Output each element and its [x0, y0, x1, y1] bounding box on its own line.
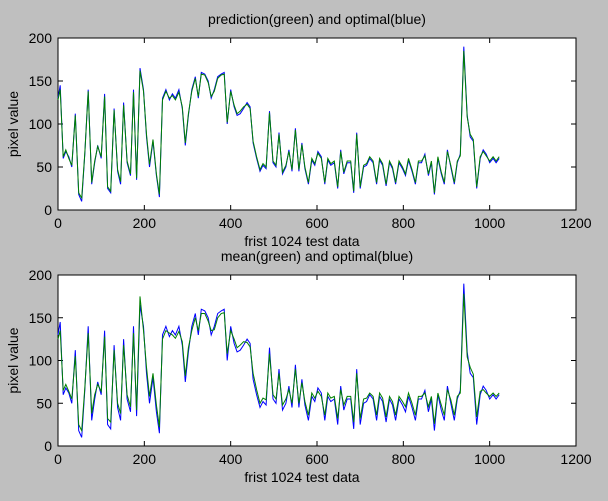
x-axis-label: frist 1024 test data: [244, 469, 359, 485]
series-line-green: [57, 50, 500, 200]
x-tick-label: 800: [392, 215, 416, 231]
x-tick-label: 0: [54, 215, 62, 231]
y-tick-label: 0: [44, 438, 52, 454]
x-tick-label: 600: [305, 451, 329, 467]
y-tick-label: 200: [29, 30, 53, 46]
x-tick-label: 1200: [560, 215, 591, 231]
plot-area: [57, 274, 577, 447]
y-tick-label: 0: [44, 202, 52, 218]
x-tick-label: 600: [305, 215, 329, 231]
y-tick-label: 150: [29, 310, 53, 326]
x-tick-label: 1200: [560, 451, 591, 467]
x-tick-label: 0: [54, 451, 62, 467]
x-tick-label: 400: [219, 215, 243, 231]
x-tick-label: 200: [133, 451, 157, 467]
x-tick-label: 1000: [474, 215, 505, 231]
chart-title: mean(green) and optimal(blue): [221, 248, 413, 264]
x-axis-label: frist 1024 test data: [244, 233, 359, 249]
y-axis-label: pixel value: [5, 91, 21, 157]
y-tick-label: 200: [29, 267, 53, 283]
y-tick-label: 50: [36, 159, 52, 175]
y-tick-label: 100: [29, 353, 53, 369]
plot-area: [57, 37, 577, 211]
x-tick-label: 400: [219, 451, 243, 467]
y-tick-label: 150: [29, 73, 53, 89]
y-axis-label: pixel value: [5, 327, 21, 393]
x-tick-label: 1000: [474, 451, 505, 467]
y-tick-label: 100: [29, 116, 53, 132]
chart-title: prediction(green) and optimal(blue): [208, 11, 426, 27]
x-tick-label: 200: [133, 215, 157, 231]
series-line-green: [57, 293, 500, 433]
y-tick-label: 50: [36, 395, 52, 411]
x-tick-label: 800: [392, 451, 416, 467]
